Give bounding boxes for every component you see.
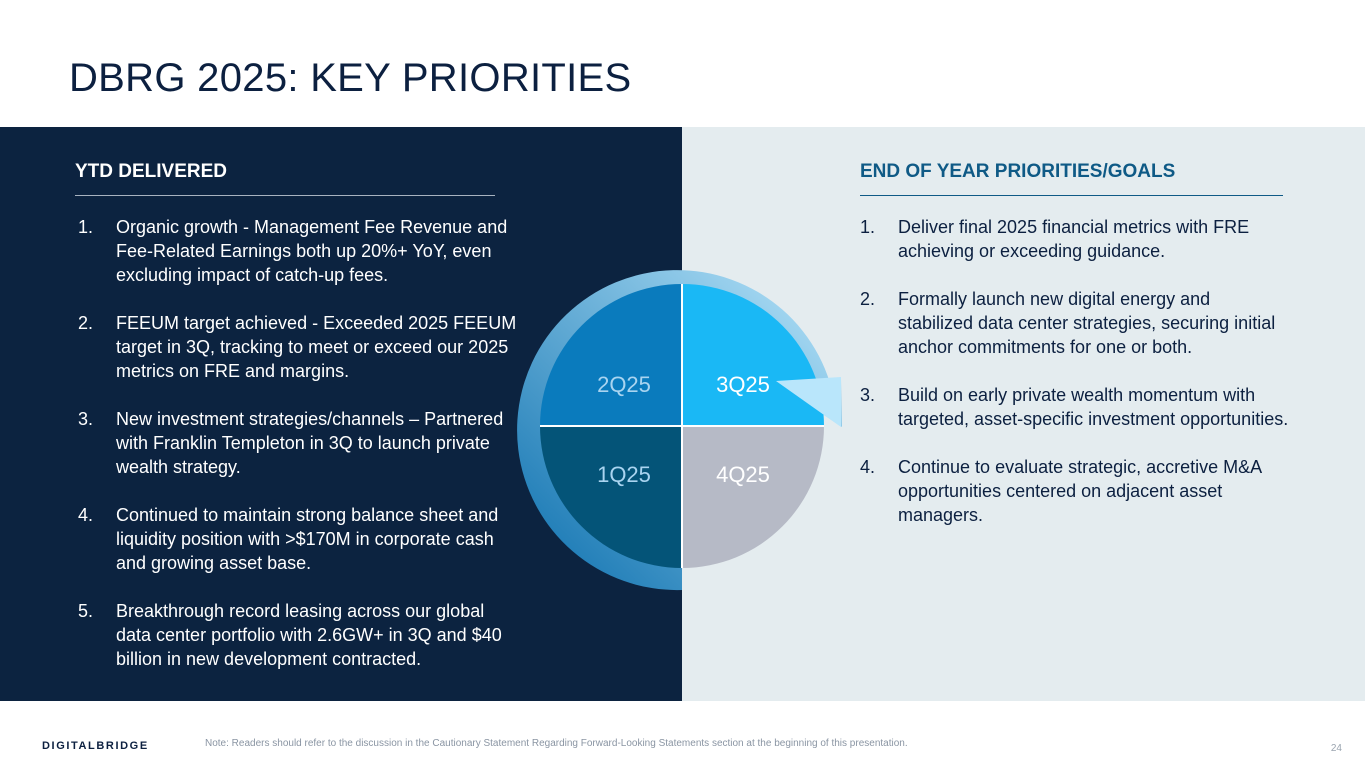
list-text: Organic growth - Management Fee Revenue …	[116, 217, 508, 285]
ytd-item: 3. New investment strategies/channels – P…	[78, 407, 523, 479]
ytd-list: 1. Organic growth - Management Fee Revenu…	[78, 215, 523, 695]
ytd-item: 2. FEEUM target achieved - Exceeded 2025 …	[78, 311, 523, 383]
company-logo: DIGITALBRIDGE	[42, 740, 149, 752]
goals-heading: END OF YEAR PRIORITIES/GOALS	[860, 161, 1176, 182]
list-number: 1.	[78, 217, 94, 237]
ytd-item: 4. Continued to maintain strong balance s…	[78, 503, 523, 575]
label-1q25: 1Q25	[597, 462, 651, 487]
label-2q25: 2Q25	[597, 372, 651, 397]
list-number: 2.	[78, 313, 94, 333]
ytd-heading: YTD DELIVERED	[75, 161, 228, 182]
list-number: 1.	[860, 217, 876, 237]
quadrant-1q25	[540, 426, 682, 568]
ytd-divider	[75, 195, 495, 196]
ytd-item: 5. Breakthrough record leasing across our…	[78, 599, 523, 671]
slide-title: DBRG 2025: KEY PRIORITIES	[69, 56, 632, 100]
goal-item: 3. Build on early private wealth momentum…	[860, 383, 1290, 431]
goal-item: 1. Deliver final 2025 financial metrics w…	[860, 215, 1290, 263]
ytd-item: 1. Organic growth - Management Fee Revenu…	[78, 215, 523, 287]
quadrant-2q25	[540, 284, 682, 426]
label-4q25: 4Q25	[716, 462, 770, 487]
list-text: Deliver final 2025 financial metrics wit…	[898, 217, 1250, 261]
list-text: FEEUM target achieved - Exceeded 2025 FE…	[116, 313, 517, 381]
quadrant-3q25	[682, 284, 824, 426]
list-number: 4.	[860, 457, 876, 477]
cycle-arrow-head	[776, 377, 841, 427]
list-number: 4.	[78, 505, 94, 525]
page-number: 24	[1330, 743, 1342, 754]
goals-divider	[860, 195, 1283, 196]
list-text: Continue to evaluate strategic, accretiv…	[898, 457, 1262, 525]
quadrant-4q25	[682, 426, 824, 568]
list-text: Build on early private wealth momentum w…	[898, 385, 1289, 429]
list-text: Breakthrough record leasing across our g…	[116, 601, 502, 669]
label-3q25: 3Q25	[716, 372, 770, 397]
list-number: 5.	[78, 601, 94, 621]
list-text: Continued to maintain strong balance she…	[116, 505, 499, 573]
list-text: Formally launch new digital energy and s…	[898, 289, 1276, 357]
list-number: 3.	[860, 385, 876, 405]
goal-item: 4. Continue to evaluate strategic, accret…	[860, 455, 1290, 527]
quarter-cycle-diagram: 2Q25 3Q25 1Q25 4Q25	[517, 270, 842, 591]
list-number: 3.	[78, 409, 94, 429]
list-number: 2.	[860, 289, 876, 309]
goal-item: 2. Formally launch new digital energy and…	[860, 287, 1290, 359]
goals-list: 1. Deliver final 2025 financial metrics w…	[860, 215, 1290, 551]
footnote: Note: Readers should refer to the discus…	[205, 738, 908, 749]
list-text: New investment strategies/channels – Par…	[116, 409, 504, 477]
